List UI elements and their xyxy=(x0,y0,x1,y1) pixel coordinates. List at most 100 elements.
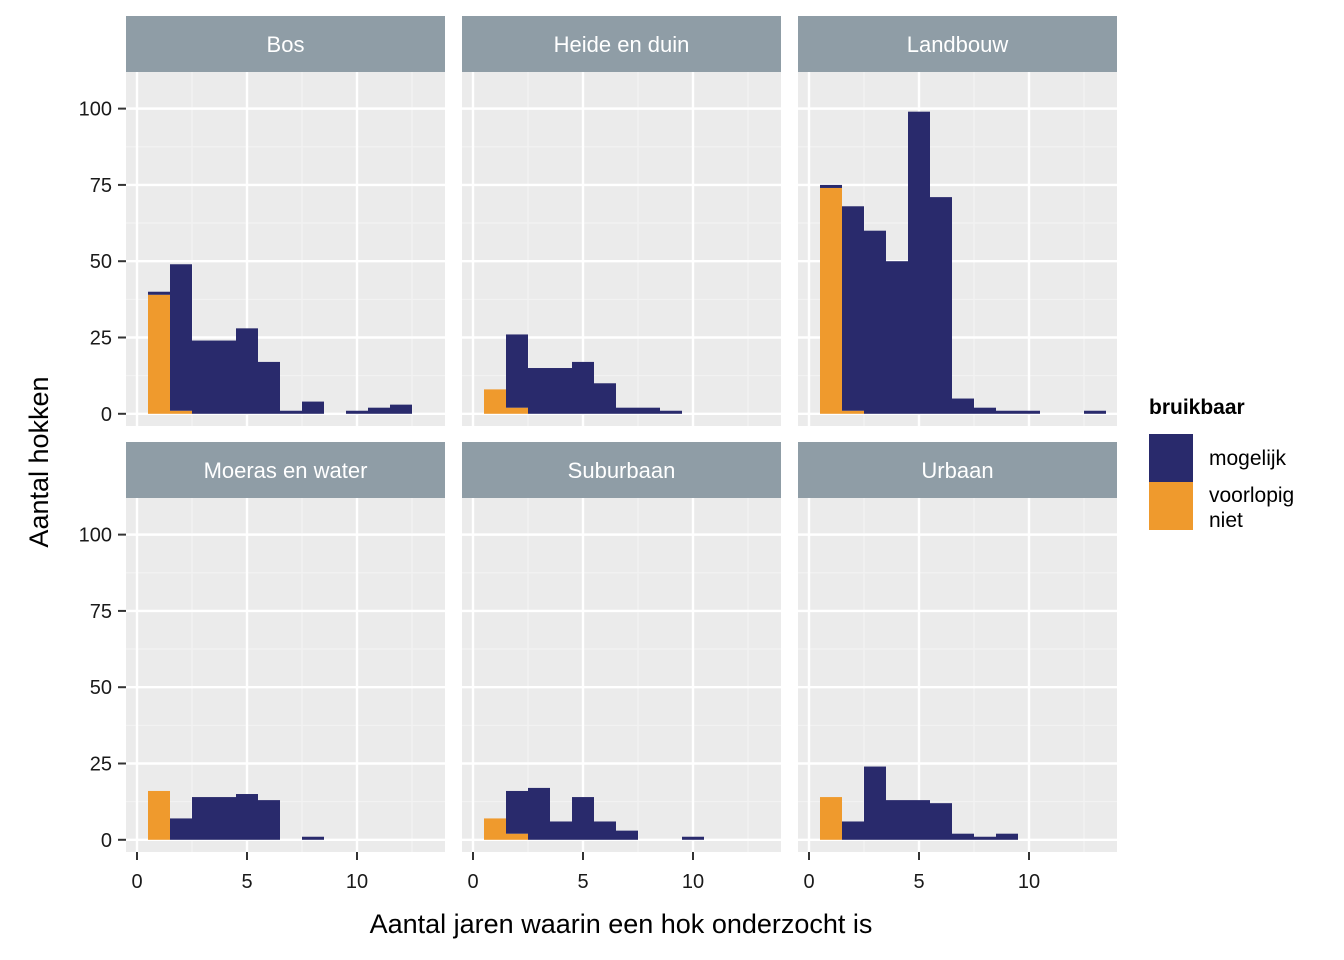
bar-mogelijk xyxy=(594,383,616,414)
bar-mogelijk xyxy=(930,197,952,414)
legend-label: niet xyxy=(1209,509,1243,532)
bar-mogelijk xyxy=(594,821,616,840)
bar-voorlopig-niet xyxy=(484,818,506,840)
bar-mogelijk xyxy=(148,291,170,295)
y-tick-label: 75 xyxy=(90,175,112,197)
bar-mogelijk xyxy=(280,410,302,414)
legend-key xyxy=(1149,434,1193,482)
legend-label: mogelijk xyxy=(1209,447,1287,470)
bar-voorlopig-niet xyxy=(506,833,528,840)
x-tick-label: 10 xyxy=(1018,871,1040,893)
bar-mogelijk xyxy=(996,833,1018,840)
legend-title: bruikbaar xyxy=(1149,396,1245,419)
bar-voorlopig-niet xyxy=(484,389,506,414)
bar-mogelijk xyxy=(528,368,550,414)
bar-mogelijk xyxy=(820,184,842,188)
bar-mogelijk xyxy=(550,368,572,414)
y-tick-label: 25 xyxy=(90,328,112,350)
panel-background xyxy=(798,498,1117,852)
bar-mogelijk xyxy=(192,797,214,840)
panel-suburbaan: Suburbaan 0 5 10 xyxy=(462,442,781,893)
bar-mogelijk xyxy=(616,830,638,840)
bar-mogelijk xyxy=(506,790,528,834)
x-tick-label: 0 xyxy=(803,871,814,893)
panel-bos: Bos 0 25 50 75 100 xyxy=(79,16,445,426)
bar-mogelijk xyxy=(170,264,192,411)
bar-mogelijk xyxy=(302,401,324,414)
x-tick-label: 5 xyxy=(913,871,924,893)
bar-mogelijk xyxy=(996,410,1018,414)
bar-voorlopig-niet xyxy=(820,187,842,414)
facet-strip xyxy=(798,16,1117,72)
y-tick-label: 50 xyxy=(90,251,112,273)
bar-mogelijk xyxy=(572,797,594,840)
panel-urbaan: Urbaan 0 5 10 xyxy=(798,442,1117,893)
facet-strip-label: Heide en duin xyxy=(554,32,690,57)
legend-key xyxy=(1149,482,1193,530)
bar-mogelijk xyxy=(952,833,974,840)
bar-mogelijk xyxy=(886,261,908,414)
bar-voorlopig-niet xyxy=(148,790,170,840)
facet-strip xyxy=(126,16,445,72)
bar-mogelijk xyxy=(1084,410,1106,414)
bar-mogelijk xyxy=(886,800,908,840)
bar-mogelijk xyxy=(930,803,952,840)
y-tick-label: 0 xyxy=(101,830,112,852)
bar-mogelijk xyxy=(368,407,390,414)
x-tick-label: 0 xyxy=(467,871,478,893)
y-tick-label: 0 xyxy=(101,404,112,426)
bar-mogelijk xyxy=(908,111,930,414)
facet-strip-label: Suburbaan xyxy=(568,458,676,483)
y-tick-label: 25 xyxy=(90,754,112,776)
bar-mogelijk xyxy=(616,407,638,414)
bar-mogelijk xyxy=(302,836,324,840)
bar-mogelijk xyxy=(214,340,236,414)
facet-strip-label: Moeras en water xyxy=(204,458,368,483)
facet-strip xyxy=(462,16,781,72)
panel-heide-en-duin: Heide en duin xyxy=(462,16,781,426)
y-tick-label: 100 xyxy=(79,525,112,547)
bar-mogelijk xyxy=(974,407,996,414)
facet-strip-label: Landbouw xyxy=(907,32,1009,57)
bar-mogelijk xyxy=(236,794,258,840)
x-tick-label: 5 xyxy=(577,871,588,893)
panel-background xyxy=(126,498,445,852)
y-axis-title: Aantal hokken xyxy=(24,376,54,547)
x-tick-label: 5 xyxy=(241,871,252,893)
x-tick-label: 10 xyxy=(682,871,704,893)
bar-voorlopig-niet xyxy=(506,407,528,414)
panel-moeras-en-water: Moeras en water 0 25 50 75 100 0 5 10 xyxy=(79,442,445,893)
x-tick-label: 0 xyxy=(131,871,142,893)
y-tick-label: 50 xyxy=(90,677,112,699)
facet-strip-label: Bos xyxy=(267,32,305,57)
bar-mogelijk xyxy=(506,334,528,408)
bar-mogelijk xyxy=(390,404,412,414)
bar-mogelijk xyxy=(572,361,594,414)
bar-mogelijk xyxy=(170,818,192,840)
bar-mogelijk xyxy=(638,407,660,414)
bar-mogelijk xyxy=(258,800,280,840)
facet-strip xyxy=(798,442,1117,498)
bar-voorlopig-niet xyxy=(842,410,864,414)
bar-voorlopig-niet xyxy=(820,797,842,840)
bar-mogelijk xyxy=(864,230,886,414)
x-tick-label: 10 xyxy=(346,871,368,893)
panel-landbouw: Landbouw xyxy=(798,16,1117,426)
bar-mogelijk xyxy=(346,410,368,414)
y-tick-label: 75 xyxy=(90,601,112,623)
x-axis-title: Aantal jaren waarin een hok onderzocht i… xyxy=(370,909,873,939)
bar-mogelijk xyxy=(842,821,864,840)
bar-mogelijk xyxy=(192,340,214,414)
bar-voorlopig-niet xyxy=(170,410,192,414)
bar-mogelijk xyxy=(236,328,258,414)
bar-mogelijk xyxy=(550,821,572,840)
bar-mogelijk xyxy=(660,410,682,414)
facet-strip xyxy=(462,442,781,498)
bar-mogelijk xyxy=(864,766,886,840)
legend-label: voorlopig xyxy=(1209,484,1294,507)
facet-strip-label: Urbaan xyxy=(921,458,993,483)
bar-mogelijk xyxy=(682,836,704,840)
